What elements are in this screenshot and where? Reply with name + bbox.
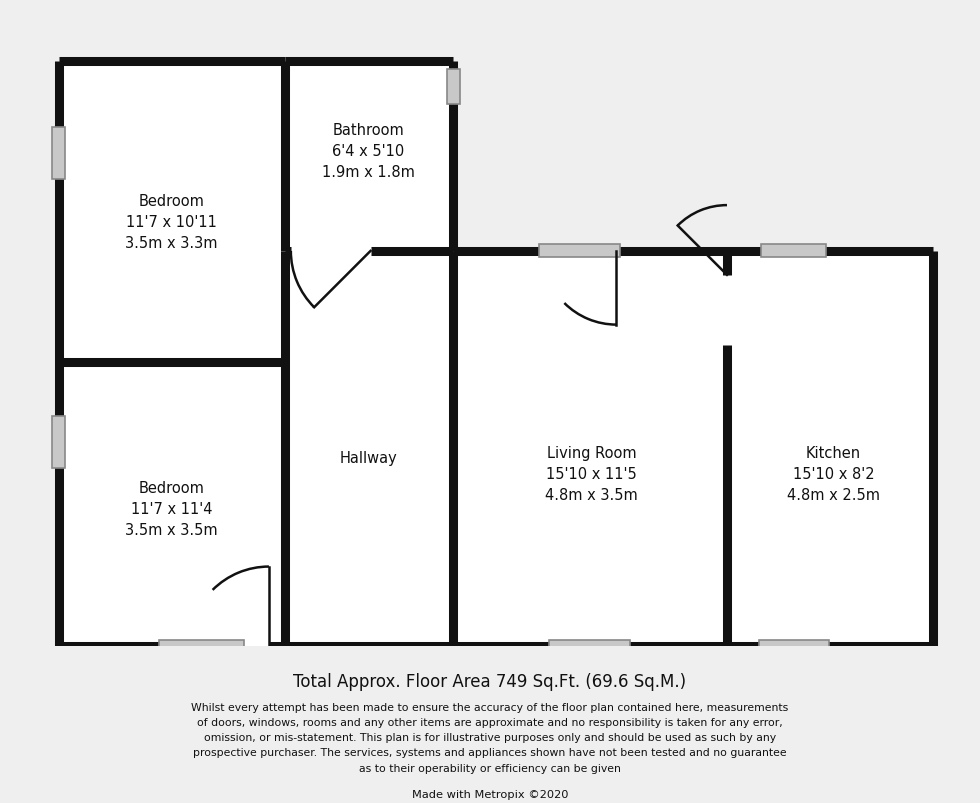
Bar: [59, 62, 285, 363]
Text: Bathroom
6'4 x 5'10
1.9m x 1.8m: Bathroom 6'4 x 5'10 1.9m x 1.8m: [322, 123, 415, 180]
Text: Bedroom
11'7 x 11'4
3.5m x 3.5m: Bedroom 11'7 x 11'4 3.5m x 3.5m: [125, 481, 218, 538]
Bar: [539, 245, 620, 258]
Text: Made with Metropix ©2020: Made with Metropix ©2020: [412, 789, 568, 799]
Bar: [727, 251, 933, 646]
Text: Whilst every attempt has been made to ensure the accuracy of the floor plan cont: Whilst every attempt has been made to en…: [191, 702, 789, 772]
Text: Bedroom
11'7 x 10'11
3.5m x 3.3m: Bedroom 11'7 x 10'11 3.5m x 3.3m: [125, 194, 218, 251]
Text: Living Room
15'10 x 11'5
4.8m x 3.5m: Living Room 15'10 x 11'5 4.8m x 3.5m: [545, 446, 638, 503]
Bar: [59, 363, 285, 646]
Text: Hallway: Hallway: [340, 450, 398, 465]
Bar: [159, 640, 244, 653]
Bar: [549, 640, 630, 653]
Bar: [761, 245, 826, 258]
Bar: [447, 70, 460, 105]
Bar: [52, 128, 66, 180]
Bar: [285, 62, 453, 251]
Bar: [759, 640, 828, 653]
Bar: [285, 251, 453, 646]
Text: Kitchen
15'10 x 8'2
4.8m x 2.5m: Kitchen 15'10 x 8'2 4.8m x 2.5m: [787, 446, 880, 503]
Text: Total Approx. Floor Area 749 Sq.Ft. (69.6 Sq.M.): Total Approx. Floor Area 749 Sq.Ft. (69.…: [293, 672, 687, 690]
Bar: [453, 251, 727, 646]
Bar: [52, 417, 66, 468]
